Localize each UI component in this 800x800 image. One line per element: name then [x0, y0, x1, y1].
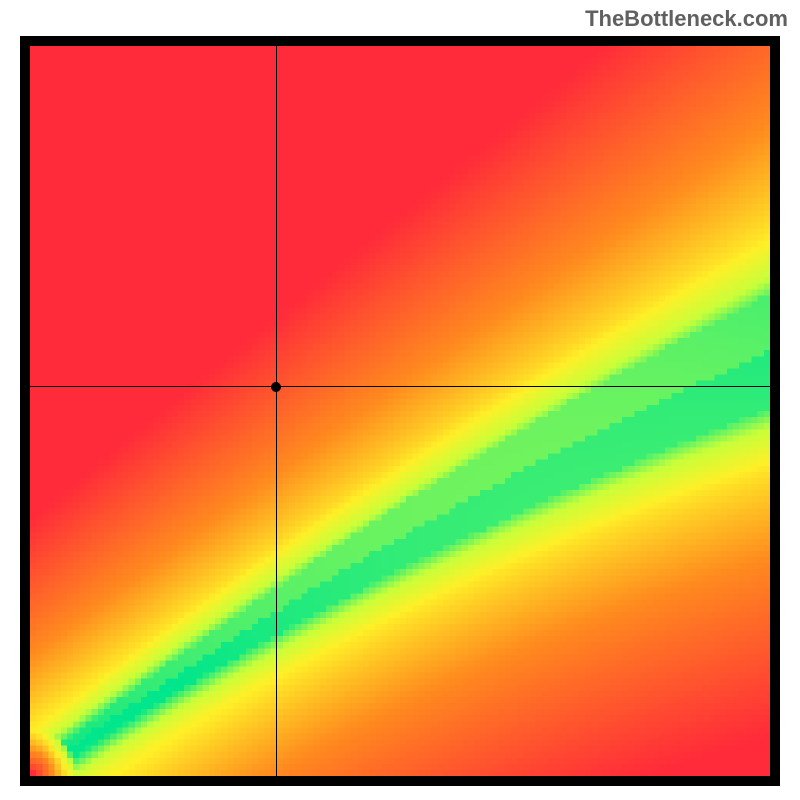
heatmap-canvas [30, 46, 770, 776]
crosshair-vertical [276, 46, 277, 776]
chart-container: TheBottleneck.com [0, 0, 800, 800]
crosshair-horizontal [30, 386, 770, 387]
watermark-text: TheBottleneck.com [585, 6, 788, 32]
